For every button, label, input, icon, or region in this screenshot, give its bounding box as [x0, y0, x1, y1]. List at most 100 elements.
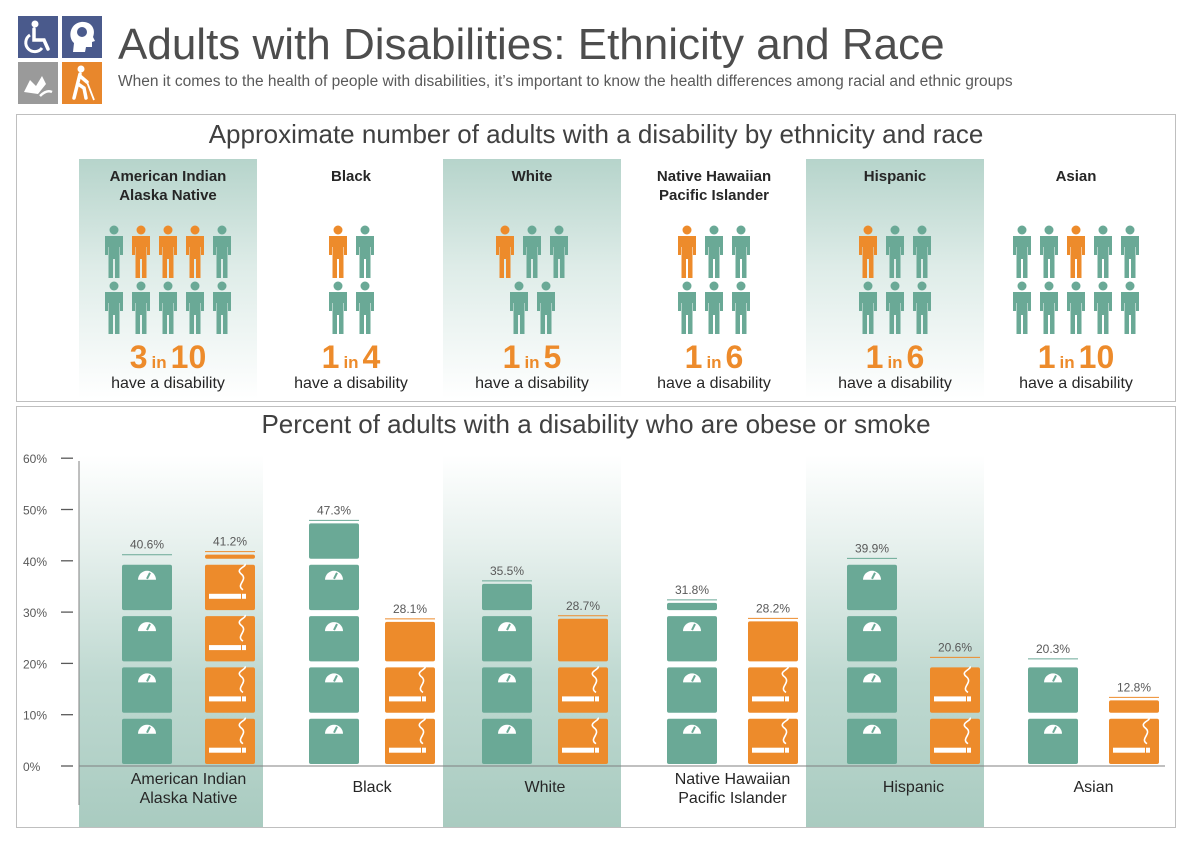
- page-title: Adults with Disabilities: Ethnicity and …: [118, 20, 945, 69]
- person-icon: [1013, 281, 1031, 334]
- smoke-bar-block: [558, 667, 608, 713]
- ratio-in: in: [887, 353, 903, 372]
- data-label: 31.8%: [675, 583, 709, 597]
- category-label: Asian: [1073, 779, 1113, 796]
- cigarette-icon: [934, 665, 971, 702]
- smoke-bar-block: [205, 564, 255, 611]
- group-name: American Indian Alaska Native: [79, 167, 257, 205]
- ratio-value: 1 in 6: [625, 339, 803, 376]
- group-name-line: Pacific Islander: [658, 187, 770, 204]
- ratio-column: Hispanic 1 in 6 have a disability: [806, 159, 984, 399]
- ratio-column: American Indian Alaska Native 3 in 10 have a …: [79, 159, 257, 399]
- cigarette-icon: [209, 563, 246, 599]
- person-with-disability-icon: [159, 225, 177, 278]
- walking-cane-icon: [62, 62, 102, 104]
- group-name-line: White: [511, 168, 553, 185]
- scale-icon: [863, 570, 881, 580]
- scale-icon: [498, 673, 516, 683]
- scale-icon: [138, 570, 156, 580]
- person-icon: [1094, 225, 1112, 278]
- smoke-bar-block: [930, 718, 980, 764]
- ratio-denominator: 6: [906, 339, 925, 375]
- scale-icon: [863, 724, 881, 734]
- scale-icon: [683, 673, 701, 683]
- person-icon: [1067, 281, 1085, 334]
- data-label: 20.3%: [1036, 642, 1070, 656]
- smoke-bar-block: [748, 621, 798, 662]
- person-with-disability-icon: [1067, 225, 1085, 278]
- scale-icon: [138, 673, 156, 683]
- data-label: 28.2%: [756, 601, 790, 615]
- ratio-label: have a disability: [294, 375, 408, 392]
- ratio-in: in: [151, 353, 167, 372]
- ratio-column: Black 1 in 4 have a disability: [262, 159, 440, 399]
- group-name-line: Black: [330, 168, 372, 185]
- y-tick-label: 50%: [23, 504, 47, 518]
- person-icon: [705, 225, 723, 278]
- data-label: 39.9%: [855, 541, 889, 555]
- person-icon: [705, 281, 723, 334]
- person-icon: [509, 281, 528, 334]
- y-tick-label: 40%: [23, 555, 47, 569]
- smoke-bar-block: [205, 616, 255, 662]
- person-with-disability-icon: [859, 225, 877, 278]
- ratio-column: White 1 in 5 have a disability: [443, 159, 621, 399]
- wheelchair-icon: [18, 16, 58, 58]
- scale-icon: [498, 622, 516, 632]
- group-name-line: American Indian: [109, 168, 227, 185]
- obese-bar-block: [667, 667, 717, 713]
- scale-icon: [683, 622, 701, 632]
- cigarette-icon: [209, 717, 246, 753]
- data-label: 12.8%: [1117, 680, 1151, 694]
- group-name: Hispanic: [806, 167, 984, 186]
- obese-bar-block: [122, 616, 172, 662]
- scale-icon: [138, 622, 156, 632]
- obese-smoke-panel: Percent of adults with a disability who …: [16, 406, 1176, 828]
- category-label: White: [525, 779, 566, 796]
- group-name: Asian: [987, 167, 1165, 186]
- person-icon: [678, 281, 696, 334]
- ratio-value: 1 in 10: [987, 339, 1165, 376]
- obese-bar-block: [847, 667, 897, 713]
- obese-bar-block: [1028, 667, 1078, 713]
- obese-bar-block: [309, 523, 359, 559]
- smoke-bar-block: [385, 667, 435, 713]
- group-name-line: Native Hawaiian: [656, 168, 772, 185]
- obese-bar-block: [482, 667, 532, 713]
- person-with-disability-icon: [186, 225, 204, 278]
- obese-bar-block: [309, 667, 359, 713]
- ratio-denominator: 5: [543, 339, 562, 375]
- person-icon: [732, 225, 750, 278]
- person-with-disability-icon: [496, 225, 514, 278]
- ratio-label: have a disability: [111, 375, 225, 392]
- obese-bar-block: [667, 616, 717, 662]
- person-icon: [550, 225, 568, 278]
- obese-bar-block: [482, 616, 532, 662]
- cigarette-icon: [562, 717, 599, 753]
- category-label: American Indian: [131, 771, 247, 788]
- smoke-bar-block: [930, 667, 980, 713]
- category-label: Black: [352, 779, 392, 796]
- person-with-disability-icon: [328, 225, 347, 278]
- obese-bar-block: [122, 718, 172, 764]
- ratio-panel-title: Approximate number of adults with a disa…: [208, 119, 984, 149]
- person-icon: [732, 281, 750, 334]
- ratio-value: 1 in 4: [262, 339, 440, 376]
- ratio-value: 3 in 10: [79, 339, 257, 376]
- disability-logo: [18, 16, 102, 104]
- person-icon: [913, 225, 931, 278]
- group-name: Native Hawaiian Pacific Islander: [625, 167, 803, 205]
- person-icon: [1013, 225, 1031, 278]
- person-icon: [523, 225, 541, 278]
- page-subtitle: When it comes to the health of people wi…: [118, 73, 1013, 90]
- scale-icon: [325, 673, 343, 683]
- obese-bar-block: [309, 616, 359, 662]
- person-icon: [355, 281, 374, 334]
- obese-smoke-chart: 0% 10% 20% 30% 40% 50% 60% 40.6% 47.3% 35.5% 31.8%…: [23, 452, 1165, 827]
- y-tick-label: 0%: [23, 760, 41, 774]
- obese-bar-block: [847, 616, 897, 662]
- ratio-denominator: 4: [362, 339, 381, 375]
- obese-bar-block: [667, 602, 717, 611]
- cigarette-icon: [562, 665, 599, 702]
- data-label: 28.1%: [393, 602, 427, 616]
